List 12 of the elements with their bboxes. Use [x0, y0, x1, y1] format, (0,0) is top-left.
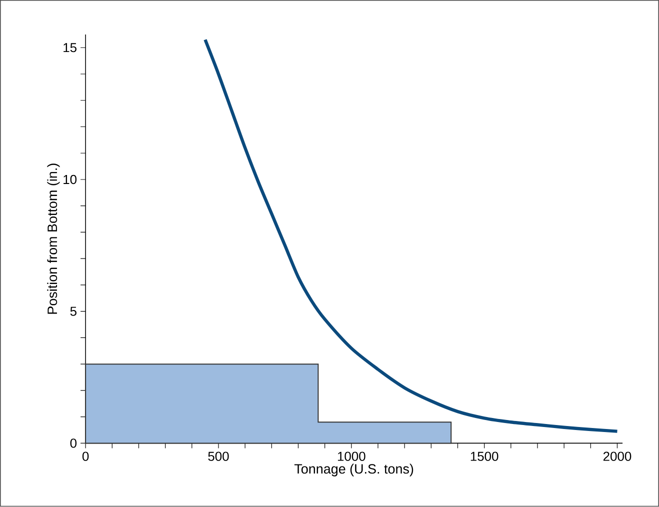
- y-tick-label: 15: [64, 43, 76, 52]
- y-tick-label: 0: [70, 438, 77, 448]
- line-series: [204, 38, 619, 434]
- x-tick-label: 1500: [470, 452, 498, 462]
- x-tick-label: 2000: [603, 452, 632, 462]
- x-tick-label: 0: [82, 452, 89, 462]
- x-tick-label: 500: [208, 452, 229, 462]
- x-axis-title: Tonnage (U.S. tons): [294, 464, 414, 476]
- x-tick-label: 1000: [338, 452, 366, 462]
- y-tick-label: 5: [70, 306, 76, 316]
- y-axis-title: Position from Bottom (in.): [47, 164, 60, 314]
- y-tick-label: 10: [64, 175, 77, 184]
